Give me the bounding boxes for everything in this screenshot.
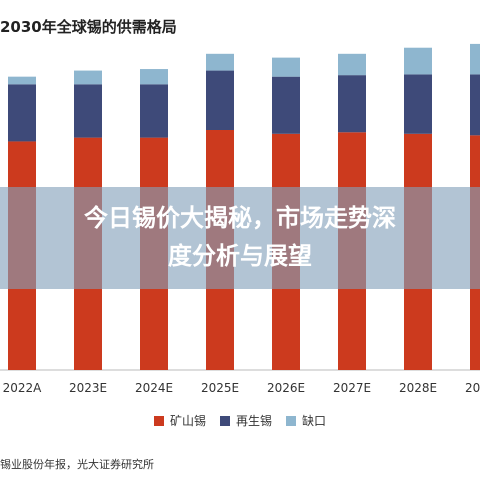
bar-gap-2022A bbox=[8, 76, 36, 85]
headline-line-2: 度分析与展望 bbox=[168, 242, 312, 270]
headline-line-1: 今日锡价大揭秘，市场走势深 bbox=[84, 204, 396, 232]
legend-label-mine: 矿山锡 bbox=[170, 414, 207, 428]
legend-label-recycled: 再生锡 bbox=[236, 414, 273, 428]
bar-recycled-2024E bbox=[140, 84, 168, 138]
headline-banner bbox=[0, 187, 480, 289]
x-tick-label: 2023E bbox=[69, 381, 107, 395]
legend-swatch-mine bbox=[154, 415, 164, 426]
bar-gap-2024E bbox=[140, 69, 168, 85]
bar-gap-2025E bbox=[206, 53, 234, 71]
bar-gap-2023E bbox=[74, 70, 102, 85]
bar-gap-2026E bbox=[272, 57, 300, 77]
legend-label-gap: 缺口 bbox=[302, 414, 327, 428]
bar-gap-2029E bbox=[470, 43, 480, 75]
bar-recycled-2029E bbox=[470, 74, 480, 136]
chart-title: 2030年全球锡的供需格局 bbox=[0, 18, 177, 36]
x-tick-label: 2024E bbox=[135, 381, 173, 395]
bar-recycled-2023E bbox=[74, 84, 102, 138]
legend-item-recycled: 再生锡 bbox=[220, 412, 272, 429]
legend-item-mine: 矿山锡 bbox=[154, 412, 206, 429]
legend-swatch-recycled bbox=[220, 415, 231, 426]
x-tick-label: 2022A bbox=[3, 381, 43, 395]
x-tick-label: 2027E bbox=[333, 381, 371, 395]
bar-recycled-2027E bbox=[338, 75, 366, 133]
bar-recycled-2022A bbox=[8, 84, 36, 142]
bar-gap-2027E bbox=[338, 53, 366, 76]
bar-recycled-2028E bbox=[404, 74, 432, 134]
legend-item-gap: 缺口 bbox=[286, 412, 326, 429]
x-tick-label: 2025E bbox=[201, 381, 239, 395]
bar-recycled-2025E bbox=[206, 70, 234, 130]
chart-legend: 矿山锡 再生锡 缺口 bbox=[154, 412, 326, 429]
source-note: 锡业股份年报，光大证券研究所 bbox=[0, 458, 154, 471]
x-tick-label: 2028E bbox=[399, 381, 437, 395]
x-tick-label: 2026E bbox=[267, 381, 305, 395]
bar-recycled-2026E bbox=[272, 76, 300, 134]
legend-swatch-gap bbox=[286, 415, 297, 426]
bar-gap-2028E bbox=[404, 47, 432, 75]
x-tick-label: 2029E bbox=[465, 381, 480, 395]
